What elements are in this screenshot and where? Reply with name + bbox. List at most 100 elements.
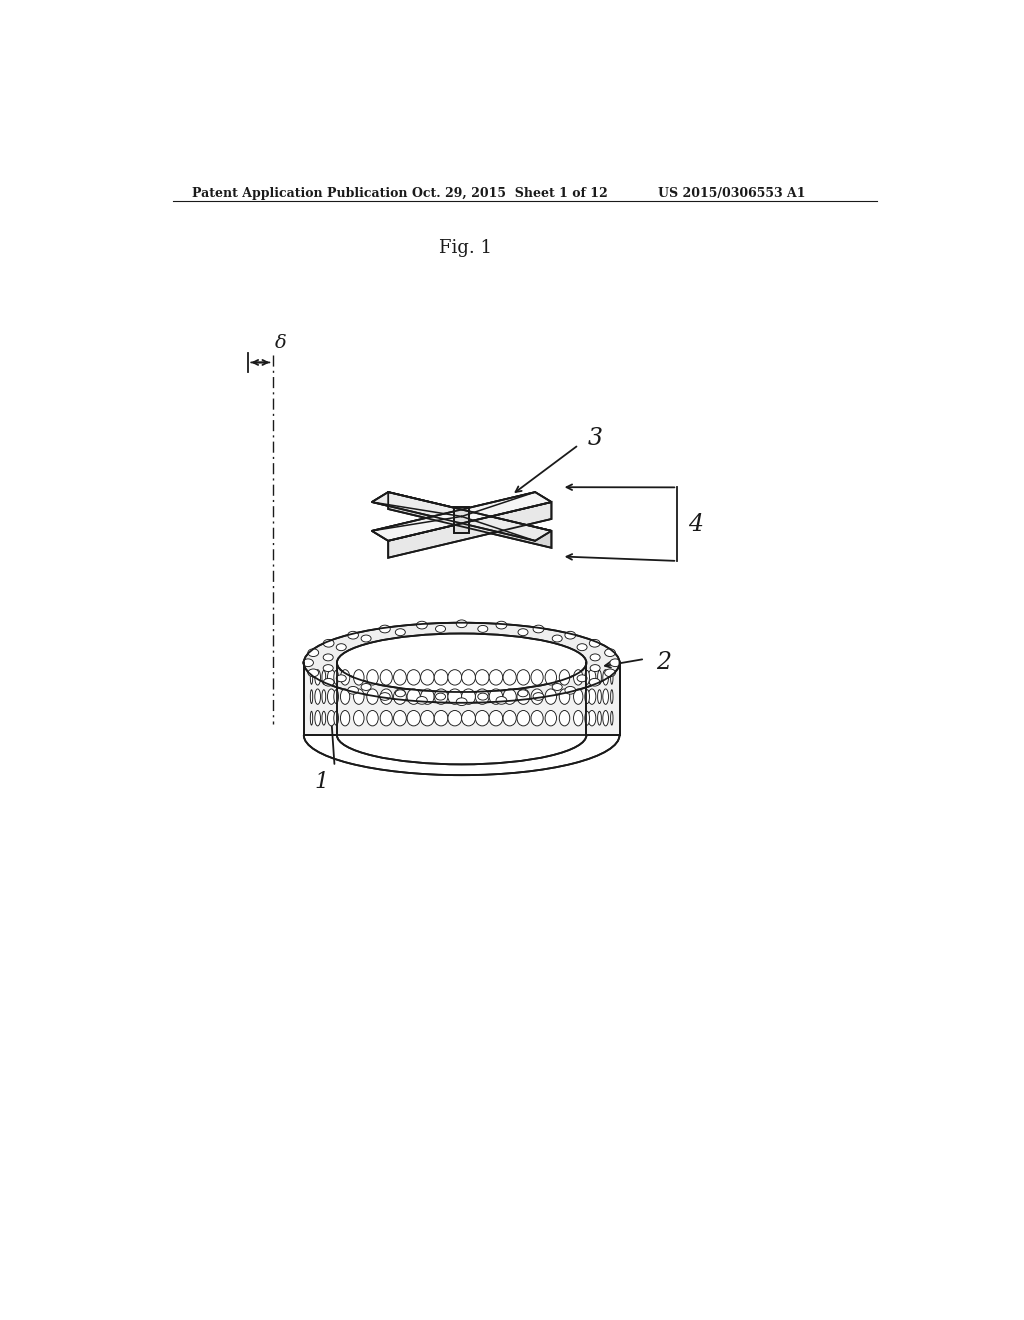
Ellipse shape xyxy=(421,669,434,685)
Ellipse shape xyxy=(585,671,590,684)
Ellipse shape xyxy=(489,689,503,705)
Ellipse shape xyxy=(545,689,556,705)
Text: 3: 3 xyxy=(588,428,603,450)
Ellipse shape xyxy=(447,710,462,726)
Ellipse shape xyxy=(393,689,407,705)
Ellipse shape xyxy=(308,669,318,677)
Ellipse shape xyxy=(559,689,569,705)
Ellipse shape xyxy=(447,669,462,685)
Ellipse shape xyxy=(604,669,615,677)
Ellipse shape xyxy=(517,689,529,705)
Ellipse shape xyxy=(573,689,583,705)
Ellipse shape xyxy=(531,669,543,685)
Ellipse shape xyxy=(610,671,613,684)
Ellipse shape xyxy=(462,689,475,705)
Ellipse shape xyxy=(610,711,613,725)
Ellipse shape xyxy=(328,689,335,705)
Ellipse shape xyxy=(531,710,543,726)
Ellipse shape xyxy=(534,626,544,632)
Ellipse shape xyxy=(478,626,487,632)
Ellipse shape xyxy=(334,671,339,684)
Ellipse shape xyxy=(393,669,407,685)
Ellipse shape xyxy=(545,669,556,685)
Text: δ: δ xyxy=(275,334,287,351)
Polygon shape xyxy=(372,492,552,541)
Ellipse shape xyxy=(534,693,544,701)
Ellipse shape xyxy=(552,684,562,690)
Polygon shape xyxy=(372,492,552,541)
Ellipse shape xyxy=(604,649,615,656)
Ellipse shape xyxy=(565,631,575,639)
Ellipse shape xyxy=(303,659,313,667)
Ellipse shape xyxy=(517,669,529,685)
Ellipse shape xyxy=(545,710,556,726)
Polygon shape xyxy=(454,507,469,533)
Polygon shape xyxy=(388,502,552,558)
Ellipse shape xyxy=(417,697,427,705)
Ellipse shape xyxy=(573,710,583,726)
Ellipse shape xyxy=(304,623,620,702)
Ellipse shape xyxy=(559,710,569,726)
Ellipse shape xyxy=(408,710,420,726)
Polygon shape xyxy=(372,492,552,541)
Text: 1: 1 xyxy=(314,771,329,793)
Ellipse shape xyxy=(475,710,489,726)
Ellipse shape xyxy=(340,710,350,726)
Ellipse shape xyxy=(393,710,407,726)
Ellipse shape xyxy=(589,678,600,686)
Ellipse shape xyxy=(347,631,358,639)
Ellipse shape xyxy=(590,653,600,661)
Ellipse shape xyxy=(585,690,590,704)
Ellipse shape xyxy=(598,671,601,684)
Ellipse shape xyxy=(588,689,596,705)
Text: US 2015/0306553 A1: US 2015/0306553 A1 xyxy=(658,187,806,199)
Ellipse shape xyxy=(489,669,503,685)
Ellipse shape xyxy=(380,626,390,632)
Ellipse shape xyxy=(367,710,378,726)
Ellipse shape xyxy=(457,698,467,706)
Ellipse shape xyxy=(408,669,420,685)
Ellipse shape xyxy=(475,689,489,705)
Ellipse shape xyxy=(610,690,613,704)
Ellipse shape xyxy=(559,669,569,685)
Ellipse shape xyxy=(361,684,371,690)
Ellipse shape xyxy=(367,689,378,705)
Ellipse shape xyxy=(552,635,562,642)
Ellipse shape xyxy=(489,710,503,726)
Ellipse shape xyxy=(322,690,326,704)
Ellipse shape xyxy=(598,711,601,725)
Ellipse shape xyxy=(578,644,587,651)
Ellipse shape xyxy=(308,649,318,656)
Ellipse shape xyxy=(353,669,365,685)
Ellipse shape xyxy=(503,689,516,705)
Ellipse shape xyxy=(434,689,447,705)
Ellipse shape xyxy=(585,711,590,725)
Ellipse shape xyxy=(421,689,434,705)
Polygon shape xyxy=(372,492,552,541)
Ellipse shape xyxy=(475,669,489,685)
Ellipse shape xyxy=(503,669,516,685)
Ellipse shape xyxy=(314,689,321,705)
Ellipse shape xyxy=(340,689,350,705)
Ellipse shape xyxy=(565,686,575,694)
Ellipse shape xyxy=(334,690,339,704)
Text: Patent Application Publication: Patent Application Publication xyxy=(193,187,408,199)
Ellipse shape xyxy=(531,689,543,705)
Ellipse shape xyxy=(408,689,420,705)
Ellipse shape xyxy=(314,710,321,726)
Ellipse shape xyxy=(310,690,312,704)
Ellipse shape xyxy=(435,693,445,700)
Ellipse shape xyxy=(314,669,321,685)
Ellipse shape xyxy=(322,711,326,725)
Ellipse shape xyxy=(603,669,608,685)
Ellipse shape xyxy=(324,678,334,686)
Ellipse shape xyxy=(462,710,475,726)
Ellipse shape xyxy=(496,622,507,628)
Ellipse shape xyxy=(340,669,350,685)
Ellipse shape xyxy=(417,622,427,628)
Ellipse shape xyxy=(353,689,365,705)
Ellipse shape xyxy=(380,710,392,726)
Ellipse shape xyxy=(573,669,583,685)
Ellipse shape xyxy=(518,628,528,636)
Ellipse shape xyxy=(603,689,608,705)
